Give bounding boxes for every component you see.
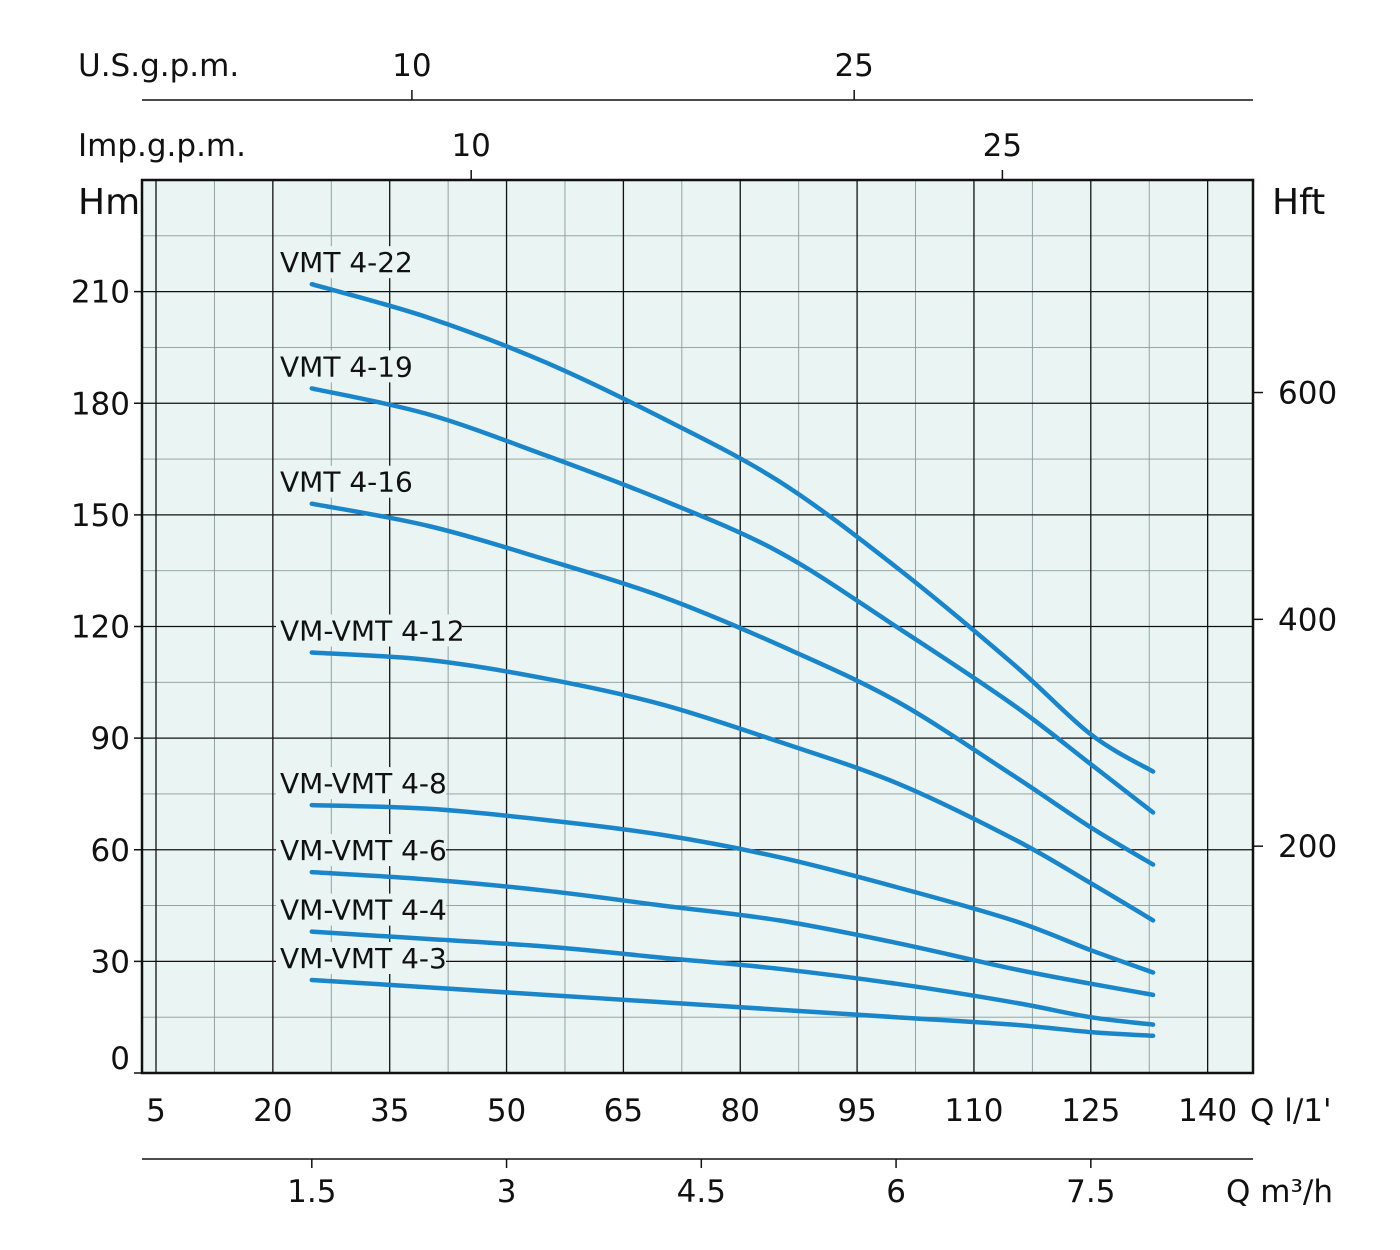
us-gpm-tick-label: 25 xyxy=(834,48,873,84)
series-label-bg xyxy=(276,246,414,279)
us-gpm-tick-label: 10 xyxy=(392,48,431,84)
series-curve xyxy=(309,281,1156,774)
m3h-tick-label: 6 xyxy=(886,1174,906,1210)
us-gpm-unit-label: U.S.g.p.m. xyxy=(78,48,239,84)
bottom-x-tick-label: 50 xyxy=(487,1093,526,1129)
left-y-tick-label: 0 xyxy=(110,1041,130,1077)
left-y-tick-label: 210 xyxy=(71,275,130,311)
bottom-x-tick-label: 20 xyxy=(253,1093,292,1129)
bottom-x-tick-label: 65 xyxy=(604,1093,643,1129)
left-y-tick-label: 120 xyxy=(71,610,130,646)
m3h-unit-label: Q m³/h xyxy=(1226,1174,1333,1210)
series-label-bg xyxy=(276,614,462,647)
series-curve xyxy=(309,929,1156,1027)
bottom-x-tick-label: 35 xyxy=(370,1093,409,1129)
m3h-tick-label: 7.5 xyxy=(1066,1174,1115,1210)
bottom-x-tick-label: 140 xyxy=(1178,1093,1237,1129)
right-y-unit-label: Hft xyxy=(1272,182,1325,223)
series-label-bg xyxy=(276,893,446,926)
series-curve xyxy=(309,386,1156,815)
series-label: VM-VMT 4-12 xyxy=(280,615,465,648)
m3h-tick-label: 4.5 xyxy=(677,1174,726,1210)
series-labels: VMT 4-22 VMT 4-19 VMT 4-16 VM-VMT 4-12 VM-VM… xyxy=(276,246,465,975)
series-curve xyxy=(309,977,1156,1039)
bottom-x-tick-label: 125 xyxy=(1061,1093,1120,1129)
right-y-tick-label: 600 xyxy=(1278,376,1337,412)
series-label: VMT 4-19 xyxy=(280,350,413,383)
right-y-tick-label: 200 xyxy=(1278,829,1337,865)
series-label-bg xyxy=(276,834,446,867)
series-curve xyxy=(309,869,1156,998)
bottom-x-tick-label: 110 xyxy=(944,1093,1003,1129)
axis-ticks: 0 30 60 90 120 150 180 210 200 400 600 5 20 35 50 65 80 9… xyxy=(71,48,1337,1210)
series-label-bg xyxy=(276,350,414,383)
series-label: VM-VMT 4-8 xyxy=(280,767,447,800)
series-label: VMT 4-16 xyxy=(280,466,413,499)
m3h-tick-label: 1.5 xyxy=(287,1174,336,1210)
series-curves xyxy=(309,281,1156,1039)
left-y-tick-label: 60 xyxy=(91,833,130,869)
bottom-x-tick-label: 80 xyxy=(721,1093,760,1129)
series-curve xyxy=(309,501,1156,867)
left-y-unit-label: Hm xyxy=(78,182,140,223)
left-y-tick-label: 90 xyxy=(91,721,130,757)
series-label-bg xyxy=(276,941,446,974)
imp-gpm-tick-label: 25 xyxy=(983,128,1022,164)
left-y-tick-label: 150 xyxy=(71,498,130,534)
series-label-bg xyxy=(276,767,446,800)
imp-gpm-tick-label: 10 xyxy=(451,128,490,164)
bottom-x-tick-label: 95 xyxy=(837,1093,876,1129)
m3h-tick-label: 3 xyxy=(497,1174,517,1210)
bottom-x-unit-label: Q l/1' xyxy=(1250,1093,1332,1129)
series-curve xyxy=(309,650,1156,923)
series-curve xyxy=(309,802,1156,975)
series-label-bg xyxy=(276,465,414,498)
bottom-x-tick-label: 5 xyxy=(146,1093,166,1129)
left-y-tick-label: 30 xyxy=(91,944,130,980)
series-label: VM-VMT 4-3 xyxy=(280,942,447,975)
series-label: VM-VMT 4-6 xyxy=(280,834,447,867)
minor-gridlines xyxy=(142,180,1253,1073)
left-y-tick-label: 180 xyxy=(71,386,130,422)
right-y-tick-label: 400 xyxy=(1278,602,1337,638)
series-label: VMT 4-22 xyxy=(280,246,413,279)
series-label: VM-VMT 4-4 xyxy=(280,894,447,927)
imp-gpm-unit-label: Imp.g.p.m. xyxy=(78,128,246,164)
